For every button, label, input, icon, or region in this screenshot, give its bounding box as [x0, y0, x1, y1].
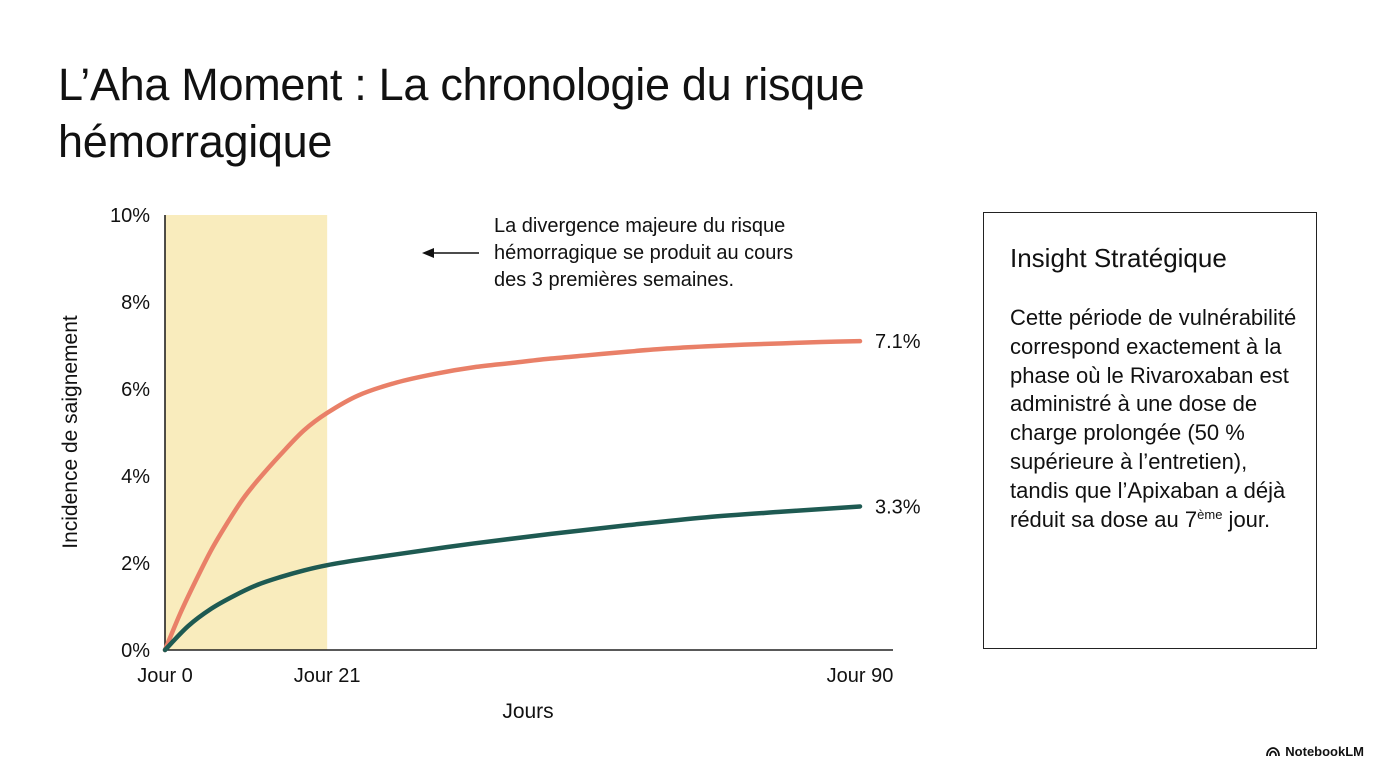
brand-name: NotebookLM — [1285, 744, 1364, 759]
x-tick-labels: Jour 0 Jour 21 Jour 90 — [137, 665, 893, 687]
series-end-label-apixaban: 3.3% — [875, 496, 921, 518]
y-tick-label: 4% — [121, 466, 150, 488]
y-tick-label: 0% — [121, 640, 150, 662]
series-layer — [162, 338, 863, 653]
series-line-rivaroxaban — [162, 338, 863, 653]
annotation: La divergence majeure du risque hémorragi… — [422, 215, 793, 291]
insight-body-text: Cette période de vulnérabilité correspon… — [1010, 305, 1297, 532]
notebooklm-logo-icon — [1266, 746, 1281, 756]
y-tick-label: 10% — [110, 205, 150, 227]
y-tick-label: 8% — [121, 292, 150, 314]
series-line-apixaban — [162, 504, 863, 653]
y-tick-label: 6% — [121, 379, 150, 401]
brand-watermark: NotebookLM — [1266, 744, 1364, 759]
y-tick-labels: 0% 2% 4% 6% 8% 10% — [110, 205, 150, 662]
annotation-line: La divergence majeure du risque — [494, 215, 785, 237]
y-axis-label: Incidence de saignement — [59, 315, 82, 549]
x-axis-label: Jours — [502, 700, 553, 723]
annotation-line: des 3 premières semaines. — [494, 269, 734, 291]
annotation-text: La divergence majeure du risque hémorragi… — [494, 215, 793, 291]
series-end-label-rivaroxaban: 7.1% — [875, 331, 921, 353]
insight-body-superscript: ème — [1197, 506, 1223, 522]
annotation-line: hémorragique se produit au cours — [494, 242, 793, 264]
chart-axes — [164, 215, 893, 651]
insight-body-end: jour. — [1222, 506, 1271, 532]
x-tick-label: Jour 0 — [137, 665, 193, 687]
insight-body: Cette période de vulnérabilité correspon… — [1010, 304, 1300, 534]
insight-title: Insight Stratégique — [1010, 243, 1227, 273]
page-title: L’Aha Moment : La chronologie du risque … — [58, 59, 865, 167]
annotation-arrowhead-icon — [422, 248, 434, 258]
y-tick-label: 2% — [121, 553, 150, 575]
x-tick-label: Jour 21 — [294, 665, 361, 687]
series-end-labels: 7.1% 3.3% — [875, 331, 921, 518]
insight-panel: Insight Stratégique Cette période de vul… — [983, 212, 1317, 649]
x-tick-label: Jour 90 — [827, 665, 894, 687]
